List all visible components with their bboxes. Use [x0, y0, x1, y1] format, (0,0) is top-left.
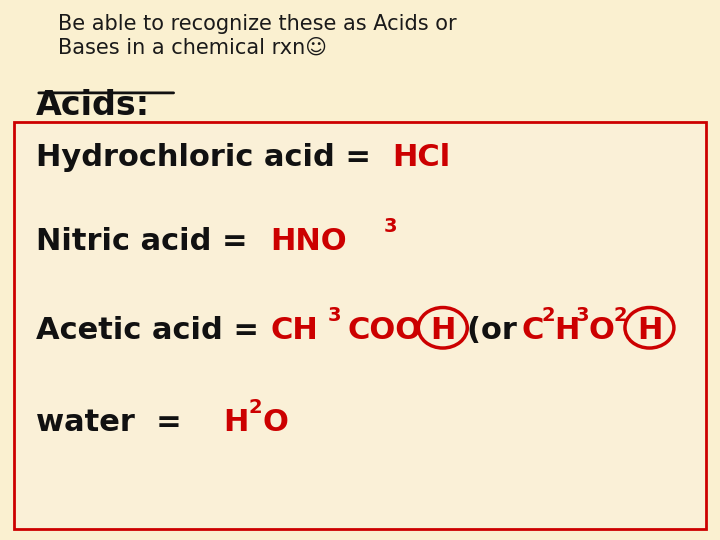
Text: 2: 2: [248, 398, 262, 417]
FancyBboxPatch shape: [14, 122, 706, 529]
Text: H: H: [223, 408, 248, 437]
Text: water  =: water =: [36, 408, 192, 437]
Text: HNO: HNO: [270, 227, 346, 256]
Text: Nitric acid =: Nitric acid =: [36, 227, 258, 256]
Text: H: H: [554, 316, 580, 345]
Text: 2: 2: [541, 306, 555, 325]
Text: 3: 3: [328, 306, 341, 325]
Text: O: O: [589, 316, 615, 345]
Text: 3: 3: [576, 306, 590, 325]
Text: Be able to recognize these as Acids or: Be able to recognize these as Acids or: [58, 14, 456, 33]
Text: CH: CH: [270, 316, 318, 345]
Text: H: H: [430, 316, 456, 345]
Text: COO: COO: [347, 316, 421, 345]
Text: C: C: [521, 316, 544, 345]
Text: (or: (or: [467, 316, 527, 345]
Text: H: H: [636, 316, 662, 345]
Text: HCl: HCl: [392, 143, 451, 172]
Text: Acids:: Acids:: [36, 89, 150, 122]
Text: 3: 3: [384, 217, 397, 236]
Text: Acetic acid =: Acetic acid =: [36, 316, 269, 345]
Text: O: O: [263, 408, 289, 437]
Text: Bases in a chemical rxn☺: Bases in a chemical rxn☺: [58, 38, 327, 58]
Text: Hydrochloric acid =: Hydrochloric acid =: [36, 143, 382, 172]
Text: 2: 2: [613, 306, 627, 325]
